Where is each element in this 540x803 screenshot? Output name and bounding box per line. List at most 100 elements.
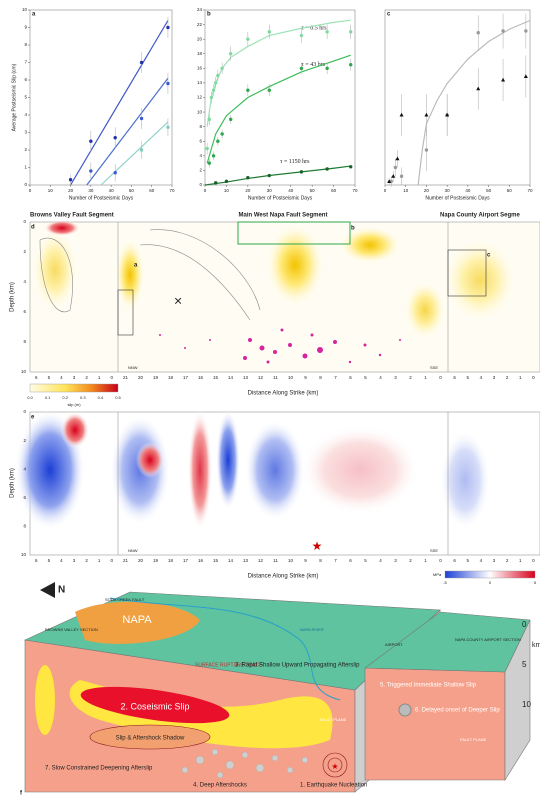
distance-tick-label: 2	[409, 558, 412, 563]
airport-label: AIRPORT	[385, 642, 403, 647]
distance-tick-label: 2	[409, 375, 412, 380]
colorbar-tick: 0.1	[45, 395, 51, 400]
point	[229, 118, 232, 121]
stress-map: ★ e NNW SSE Depth (km) Distance Along St…	[10, 410, 540, 580]
y-tick-label: 12	[197, 95, 203, 100]
annotation: τ = 0.5 hrs	[301, 26, 327, 32]
point	[166, 26, 169, 29]
point	[214, 181, 217, 184]
point	[524, 29, 527, 32]
point	[140, 61, 143, 64]
distance-tick-label: 7	[334, 375, 337, 380]
distance-tick-label: 9	[304, 375, 307, 380]
depth-tick-label: 8	[23, 524, 26, 529]
colorbar-label: slip (m)	[67, 402, 81, 407]
y-tick-label: 2	[24, 147, 27, 152]
plot-frame	[30, 10, 172, 185]
y-tick-label: 6	[199, 138, 202, 143]
y-tick-label: 4	[24, 112, 27, 117]
north-arrow	[40, 582, 55, 598]
point	[300, 170, 303, 173]
deeper-slip	[399, 704, 411, 716]
distance-tick-label: 0	[110, 375, 113, 380]
box-label: b	[351, 226, 355, 232]
y-tick-label: 5	[24, 95, 27, 100]
distance-tick-label: 20	[138, 375, 144, 380]
x-tick-label: 40	[109, 188, 115, 193]
stress-patch	[136, 442, 164, 478]
point	[89, 169, 92, 172]
direction: NNW	[128, 365, 138, 370]
x-tick-label: 10	[403, 188, 409, 193]
epicenter-x: ×	[174, 293, 182, 309]
colorbar-unit: MPa	[433, 572, 442, 577]
slip-patch	[116, 240, 144, 310]
distance-tick-label: 9	[304, 558, 307, 563]
x-tick-label: 50	[129, 188, 135, 193]
distance-tick-label: 6	[35, 375, 38, 380]
point	[394, 166, 397, 169]
x-tick-label: 60	[507, 188, 513, 193]
point	[225, 180, 228, 183]
direction: NNW	[128, 548, 138, 553]
distance-tick-label: 16	[198, 375, 204, 380]
point	[114, 136, 117, 139]
distance-tick-label: 13	[243, 375, 249, 380]
point	[216, 74, 219, 77]
distance-tick-label: 1	[424, 558, 427, 563]
x-tick-label: 10	[48, 188, 54, 193]
distance-tick-label: 6	[349, 375, 352, 380]
colorbar	[30, 384, 118, 392]
epicenter-star: ★	[312, 539, 323, 553]
y-tick-label: 6	[24, 77, 27, 82]
point	[391, 174, 395, 178]
point	[208, 161, 211, 164]
y-tick-label: 16	[197, 66, 203, 71]
distance-tick-label: 3	[493, 558, 496, 563]
panel-label: b	[207, 12, 211, 18]
depth-label: 0	[522, 620, 527, 629]
point	[325, 167, 328, 170]
distance-tick-label: 4	[60, 558, 63, 563]
y-tick-label: 4	[199, 153, 202, 158]
point	[400, 175, 403, 178]
point	[205, 147, 208, 150]
colorbar	[445, 571, 535, 578]
point	[395, 157, 399, 161]
point	[214, 81, 217, 84]
distance-tick-label: 3	[493, 375, 496, 380]
point	[349, 165, 352, 168]
depth-label: 5	[522, 660, 527, 669]
point	[216, 140, 219, 143]
x-tick-label: 0	[384, 188, 387, 193]
colorbar-tick: 0.2	[62, 395, 68, 400]
distance-tick-label: 5	[48, 375, 51, 380]
shadow-label: Slip & Aftershock Shadow	[116, 736, 185, 742]
distance-tick-label: 1	[519, 375, 522, 380]
x-tick-label: 30	[267, 188, 273, 193]
y-tick-label: 22	[197, 22, 203, 27]
depth-label: 10	[522, 700, 531, 709]
colorbar-tick: 0.3	[80, 395, 86, 400]
distance-tick-label: 14	[228, 558, 234, 563]
x-tick-label: 60	[149, 188, 155, 193]
point	[208, 118, 211, 121]
segment-title: Napa County Airport Segme	[440, 213, 520, 219]
distance-tick-label: 12	[258, 375, 264, 380]
distance-tick-label: 3	[394, 558, 397, 563]
point	[400, 113, 404, 117]
step-label: 3. Rapid Shallow Upward Propagating Afte…	[235, 663, 360, 669]
distance-tick-label: 1	[98, 558, 101, 563]
distance-tick-label: 21	[123, 375, 129, 380]
distance-tick-label: 8	[319, 375, 322, 380]
point	[424, 113, 428, 117]
y-tick-label: 10	[197, 109, 203, 114]
point	[268, 30, 271, 33]
point	[524, 74, 528, 78]
slip-patch	[405, 282, 445, 338]
y-axis-label: Average Postseismic Slip (cm)	[11, 63, 17, 131]
y-tick-label: 18	[197, 51, 203, 56]
stress-patch	[188, 410, 212, 530]
distance-tick-label: 10	[288, 558, 294, 563]
distance-tick-label: 1	[519, 558, 522, 563]
